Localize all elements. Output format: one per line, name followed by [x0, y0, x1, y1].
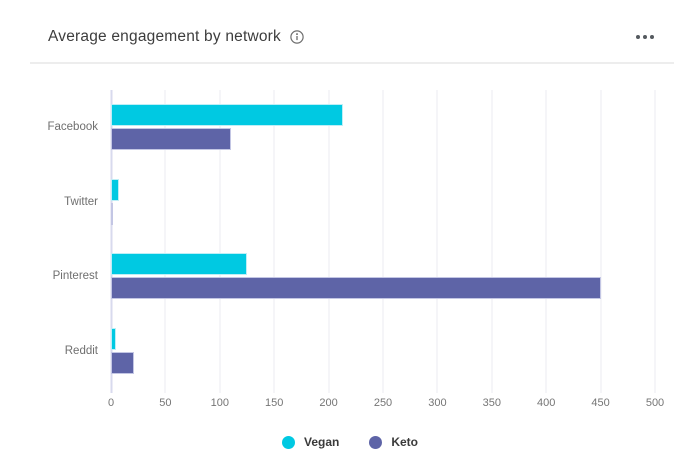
plot-area: Facebook Twitter Pinterest Reddit	[47, 90, 656, 393]
bar-rows: Facebook Twitter Pinterest Reddit	[47, 90, 655, 389]
ellipsis-icon	[643, 35, 647, 39]
x-tick-label-200: 200	[319, 397, 338, 409]
category-label-reddit: Reddit	[64, 344, 98, 357]
gridline-450	[600, 90, 602, 393]
bar-group-pinterest	[111, 253, 655, 300]
chart-row-facebook: Facebook	[47, 90, 655, 165]
bar-facebook-vegan[interactable]	[111, 104, 343, 127]
bar-group-reddit	[111, 327, 655, 374]
chart-row-reddit: Reddit	[65, 314, 655, 389]
bar-pinterest-keto[interactable]	[111, 277, 601, 300]
ellipsis-icon	[650, 35, 654, 39]
chart-row-twitter: Twitter	[64, 165, 655, 240]
bar-pinterest-vegan[interactable]	[111, 253, 247, 276]
bar-group-twitter	[111, 178, 655, 225]
chart: Facebook Twitter Pinterest Reddit 0 50 100 150…	[0, 90, 700, 449]
gridline-250	[382, 90, 384, 393]
x-tick-label-350: 350	[482, 397, 501, 409]
more-options-button[interactable]	[634, 29, 656, 45]
gridline-350	[491, 90, 493, 393]
legend-dot-vegan	[281, 435, 295, 449]
bar-reddit-vegan[interactable]	[111, 327, 117, 350]
gridline-400	[545, 90, 547, 393]
bar-facebook-keto[interactable]	[111, 128, 231, 151]
bar-twitter-keto[interactable]	[111, 202, 114, 225]
category-label-twitter: Twitter	[64, 195, 98, 208]
x-tick-label-400: 400	[537, 397, 556, 409]
x-tick-label-500: 500	[645, 397, 665, 409]
legend-label-vegan: Vegan	[303, 435, 340, 449]
category-label-pinterest: Pinterest	[52, 270, 98, 283]
x-tick-label-450: 450	[591, 397, 610, 409]
info-icon[interactable]	[290, 30, 304, 44]
legend-label-keto: Keto	[391, 435, 419, 449]
ellipsis-icon	[636, 35, 640, 39]
gridline-100	[219, 90, 221, 393]
x-tick-label-150: 150	[265, 397, 284, 409]
x-tick-label-50: 50	[159, 397, 172, 409]
x-tick-label-250: 250	[373, 397, 393, 409]
legend-dot-keto	[369, 435, 383, 449]
x-axis: 0 50 100 150 200 250 300 350 400 450 500	[107, 388, 664, 414]
x-tick-label-300: 300	[428, 397, 447, 409]
x-tick-label-0: 0	[107, 397, 115, 409]
legend-item-vegan[interactable]: Vegan	[281, 435, 340, 449]
bar-twitter-vegan[interactable]	[111, 178, 119, 201]
legend-item-keto[interactable]: Keto	[369, 435, 418, 449]
card-header: Average engagement by network	[0, 0, 700, 48]
gridline-500	[654, 90, 656, 393]
x-tick-label-100: 100	[210, 397, 229, 409]
gridline-0	[110, 90, 113, 393]
category-label-facebook: Facebook	[47, 121, 98, 134]
gridline-300	[436, 90, 438, 393]
chart-row-pinterest: Pinterest	[53, 239, 655, 314]
title-wrap: Average engagement by network	[48, 28, 304, 46]
gridline-50	[164, 90, 166, 393]
bar-reddit-keto[interactable]	[111, 351, 134, 374]
gridline-200	[328, 90, 330, 393]
legend: Vegan Keto	[0, 435, 700, 449]
page-title: Average engagement by network	[48, 28, 281, 45]
bar-group-facebook	[111, 104, 655, 151]
gridline-150	[273, 90, 275, 393]
header-divider	[30, 62, 674, 64]
